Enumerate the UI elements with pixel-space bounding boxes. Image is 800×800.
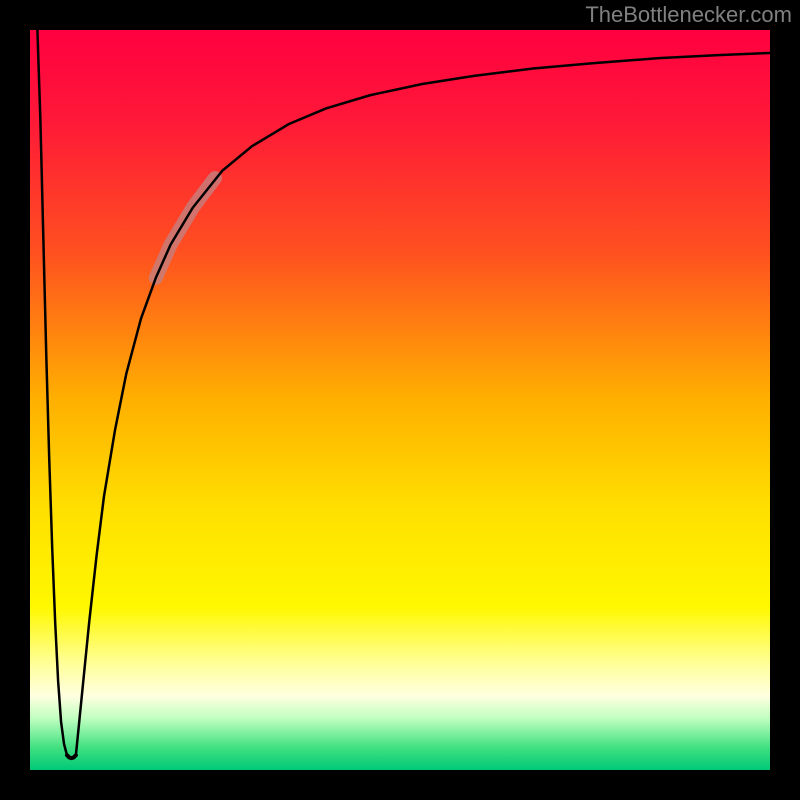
plot-area [30, 30, 770, 770]
watermark-text: TheBottlenecker.com [585, 2, 792, 28]
highlight-segment [156, 178, 215, 278]
plot-svg [30, 30, 770, 770]
curve-left-branch [37, 30, 67, 755]
figure-root: TheBottlenecker.com [0, 0, 800, 800]
curve-dip-bottom [67, 755, 76, 758]
curve-right-branch [76, 53, 770, 755]
